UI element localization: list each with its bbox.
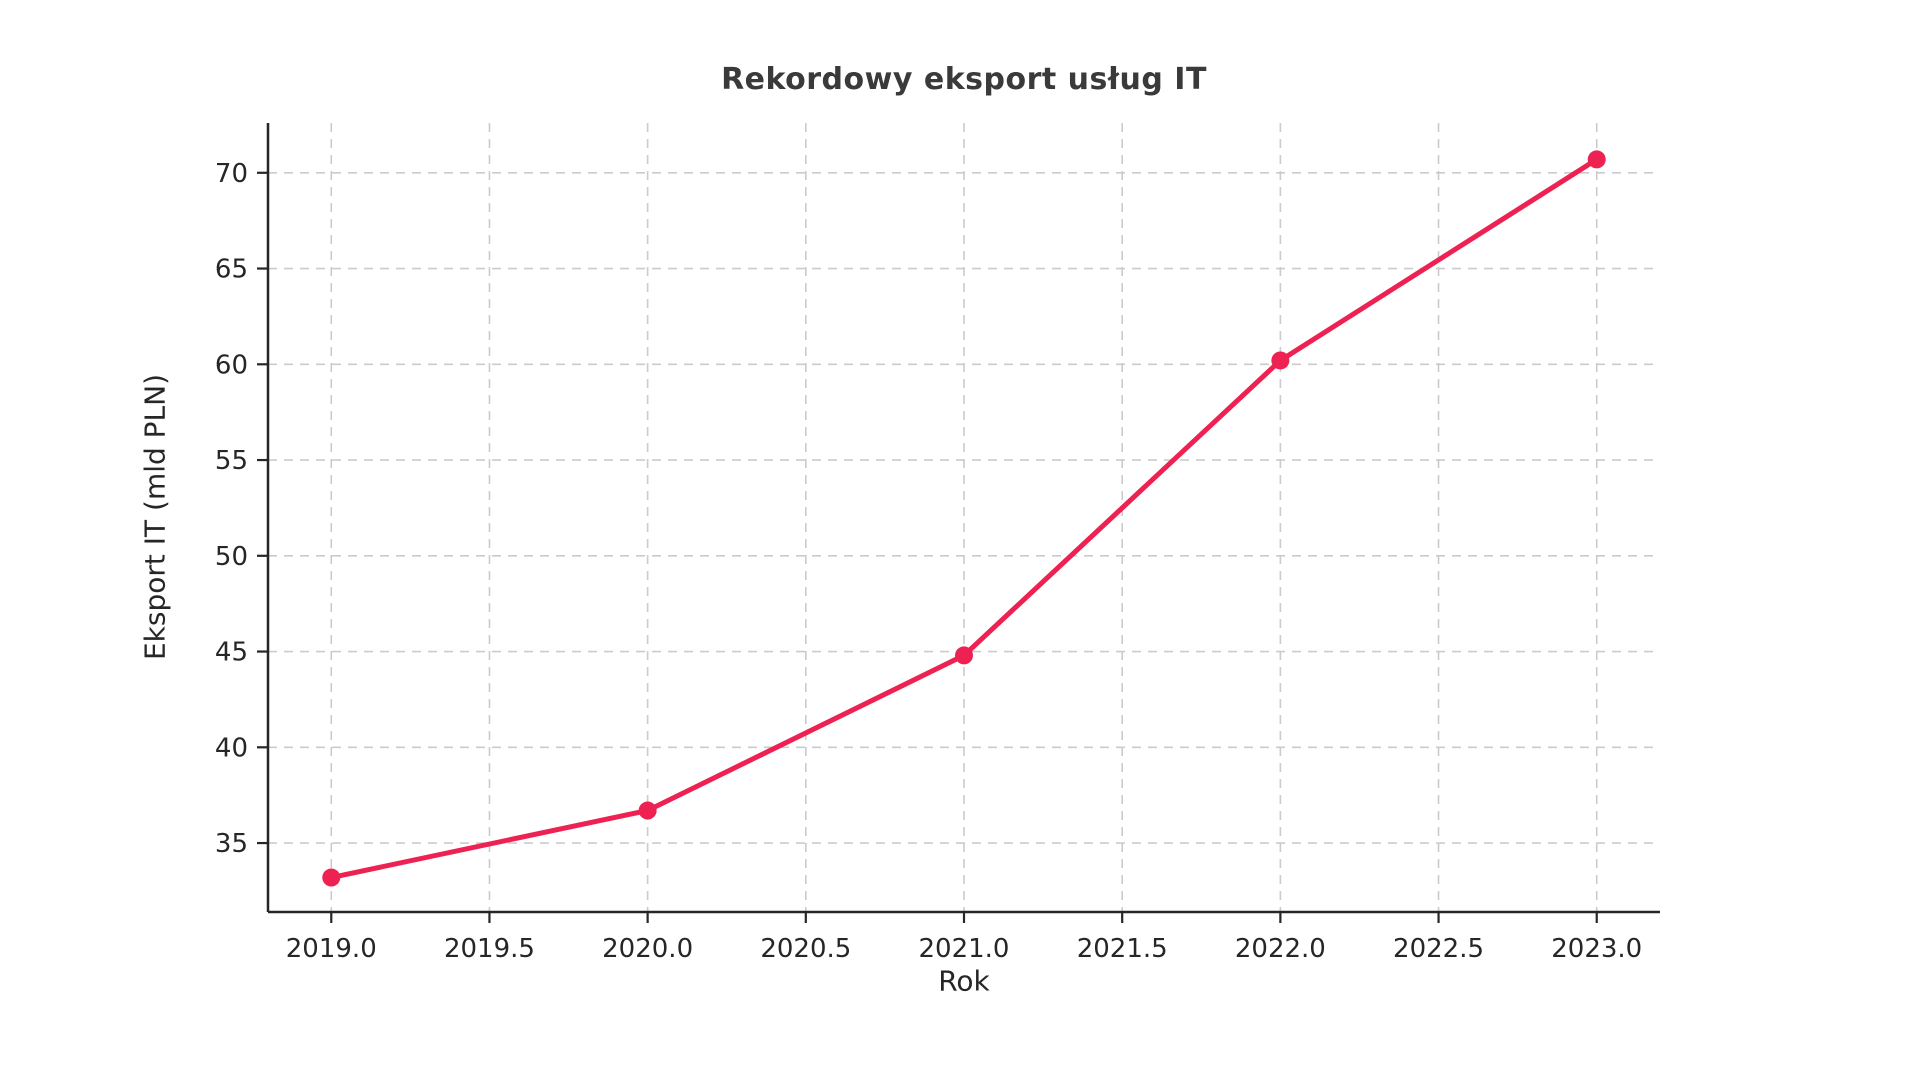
y-tick-label: 35: [215, 829, 248, 859]
x-tick-label: 2019.5: [444, 934, 535, 964]
y-tick-label: 45: [215, 638, 248, 668]
x-tick-label: 2022.5: [1393, 934, 1484, 964]
x-tick-label: 2021.5: [1077, 934, 1168, 964]
x-tick-label: 2021.0: [919, 934, 1010, 964]
x-tick-label: 2023.0: [1551, 934, 1642, 964]
y-tick-label: 50: [215, 542, 248, 572]
data-point-marker: [1271, 351, 1290, 370]
data-point-marker: [1587, 150, 1606, 169]
x-tick-label: 2019.0: [286, 934, 377, 964]
data-point-marker: [638, 801, 657, 820]
y-tick-label: 70: [215, 159, 248, 189]
data-point-marker: [955, 646, 973, 665]
y-tick-label: 60: [215, 350, 248, 380]
y-tick-label: 40: [215, 733, 248, 763]
x-tick-label: 2022.0: [1235, 934, 1326, 964]
x-axis-label: Rok: [938, 964, 990, 998]
x-tick-label: 2020.5: [760, 934, 851, 964]
data-point-marker: [322, 868, 341, 887]
chart-title: Rekordowy eksport usług IT: [721, 62, 1207, 97]
y-tick-label: 65: [215, 255, 248, 285]
y-tick-label: 55: [215, 446, 248, 476]
x-tick-label: 2020.0: [602, 934, 693, 964]
